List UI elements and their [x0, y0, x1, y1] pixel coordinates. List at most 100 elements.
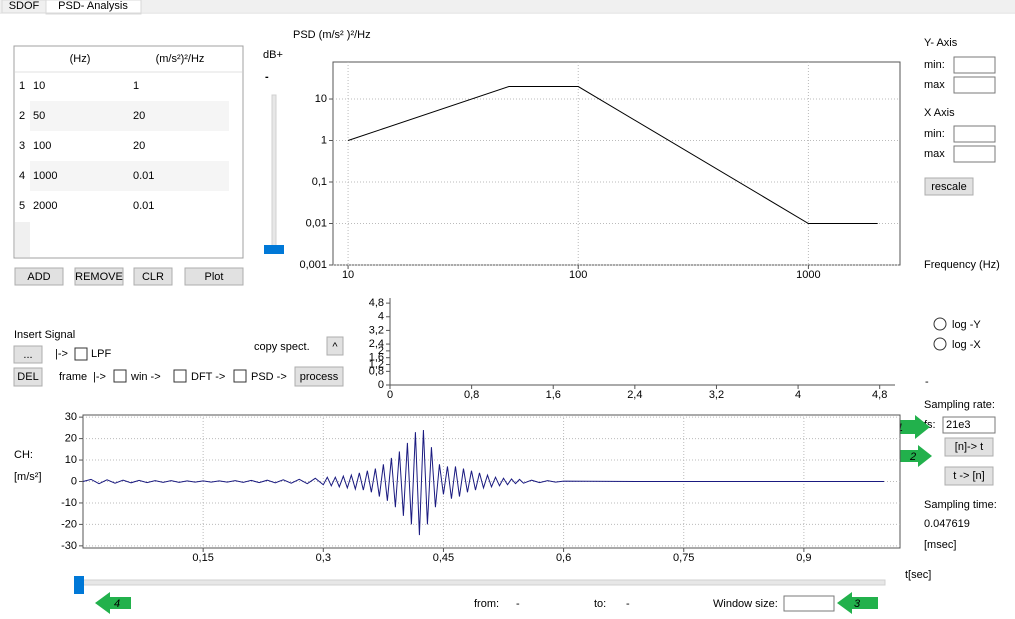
input[interactable] — [953, 125, 996, 143]
label: win -> — [130, 371, 161, 383]
label: |-> — [93, 371, 106, 383]
button[interactable] — [944, 466, 994, 486]
label: Sampling rate: — [924, 399, 995, 411]
x-tick-label: 0,8 — [464, 389, 479, 401]
label: - — [626, 598, 630, 610]
cell: 100 — [33, 140, 51, 152]
marker-label: 3 — [854, 598, 861, 610]
input[interactable] — [953, 76, 996, 94]
input[interactable] — [953, 145, 996, 163]
label: log -Y — [952, 319, 981, 331]
button[interactable] — [13, 345, 43, 364]
label: max — [924, 148, 945, 160]
x-tick-label: 0,45 — [433, 552, 454, 564]
db-label: dB+ — [263, 49, 283, 61]
label: Window size: — [713, 598, 778, 610]
button-label: ^ — [332, 341, 338, 353]
x-tick-label: 3,2 — [709, 389, 724, 401]
button[interactable] — [294, 366, 344, 387]
x-tick-label: 0 — [387, 389, 393, 401]
x-tick-label: 0,75 — [673, 552, 694, 564]
cell: 10 — [33, 80, 45, 92]
cell: 1 — [133, 80, 139, 92]
input[interactable] — [942, 416, 996, 434]
y-tick-label: 1,2 — [369, 358, 384, 370]
row-stripe — [30, 161, 229, 191]
row-number: 1 — [19, 80, 25, 92]
table-corner — [15, 222, 30, 257]
label: 0.047619 — [924, 518, 970, 530]
button[interactable] — [74, 267, 124, 286]
label: from: — [474, 598, 499, 610]
y-tick-label: -10 — [61, 497, 77, 509]
line-series — [347, 86, 878, 224]
slider-track — [271, 94, 277, 251]
label: Insert Signal — [14, 329, 75, 341]
row-number: 3 — [19, 140, 25, 152]
label: min: — [924, 59, 945, 71]
x-tick-label: 4 — [795, 389, 801, 401]
tab-active[interactable] — [45, 0, 142, 15]
button-label: ADD — [27, 271, 50, 283]
button-label: CLR — [142, 271, 164, 283]
db-minus: - — [265, 71, 269, 83]
input[interactable] — [783, 595, 835, 612]
y-tick-label: 2,4 — [369, 338, 384, 350]
label: to: — [594, 598, 606, 610]
button-label: rescale — [931, 181, 966, 193]
label: - — [925, 376, 929, 388]
checkbox[interactable] — [233, 369, 247, 383]
column-header: (m/s²)²/Hz — [156, 53, 205, 65]
label: [msec] — [924, 539, 956, 551]
button-label: REMOVE — [75, 271, 123, 283]
y-tick-label: 0 — [378, 379, 384, 391]
tab-label: SDOF — [9, 0, 40, 12]
label: PSD -> — [251, 371, 287, 383]
cell: 20 — [133, 140, 145, 152]
label: frame — [59, 371, 87, 383]
tab-label: PSD- Analysis — [58, 0, 128, 12]
checkbox[interactable] — [173, 369, 187, 383]
checkbox[interactable] — [113, 369, 127, 383]
button-label: DEL — [17, 371, 38, 383]
cell: 50 — [33, 110, 45, 122]
tab-strip — [0, 0, 1015, 12]
y-axis-label: CH: — [14, 449, 33, 461]
radio[interactable] — [933, 337, 947, 351]
label: fs: — [924, 419, 936, 431]
table-buttons: ADD REMOVE CLR Plot — [14, 267, 244, 286]
button[interactable] — [924, 177, 974, 196]
y-tick-label: -30 — [61, 540, 77, 552]
x-tick-label: 2,4 — [627, 389, 642, 401]
label: DFT -> — [191, 371, 225, 383]
radio[interactable] — [933, 317, 947, 331]
y-tick-label: 30 — [65, 411, 77, 423]
button-label: process — [300, 371, 339, 383]
y-axis-unit: [m/s²] — [14, 471, 42, 483]
row-number: 4 — [19, 170, 25, 182]
button[interactable] — [326, 336, 344, 356]
button[interactable] — [944, 437, 994, 457]
slider-handle[interactable] — [264, 245, 284, 254]
button[interactable] — [13, 367, 43, 387]
button-label: t -> [n] — [953, 470, 985, 482]
y-tick-label: 0,8 — [369, 365, 384, 377]
row-number: 5 — [19, 200, 25, 212]
button[interactable] — [14, 267, 64, 286]
plot-frame — [332, 61, 901, 266]
y-tick-label: 1 — [321, 134, 327, 146]
button[interactable] — [184, 267, 244, 286]
label: - — [516, 598, 520, 610]
x-tick-label: 0,15 — [192, 552, 213, 564]
input[interactable] — [953, 56, 996, 74]
label: min: — [924, 128, 945, 140]
checkbox[interactable] — [74, 347, 88, 361]
table — [13, 45, 244, 259]
button[interactable] — [133, 267, 173, 286]
marker-arrow — [95, 592, 131, 614]
marker-arrow — [900, 445, 932, 467]
column-header: (Hz) — [70, 53, 91, 65]
slider-handle[interactable] — [74, 576, 84, 594]
